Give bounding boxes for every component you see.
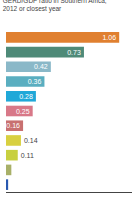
- svg-text:0.73: 0.73: [67, 49, 81, 56]
- svg-text:0.14: 0.14: [24, 137, 38, 144]
- svg-text:1.06: 1.06: [102, 34, 116, 41]
- svg-text:0.11: 0.11: [21, 152, 34, 159]
- svg-text:0.42: 0.42: [34, 63, 48, 70]
- svg-text:0.16: 0.16: [6, 122, 20, 129]
- svg-text:0.28: 0.28: [19, 93, 33, 100]
- svg-text:GERD/GDP ratio in Southern Afr: GERD/GDP ratio in Southern Africa,2012 o…: [3, 0, 107, 13]
- svg-text:0.25: 0.25: [16, 108, 30, 115]
- svg-text:0.36: 0.36: [28, 78, 42, 85]
